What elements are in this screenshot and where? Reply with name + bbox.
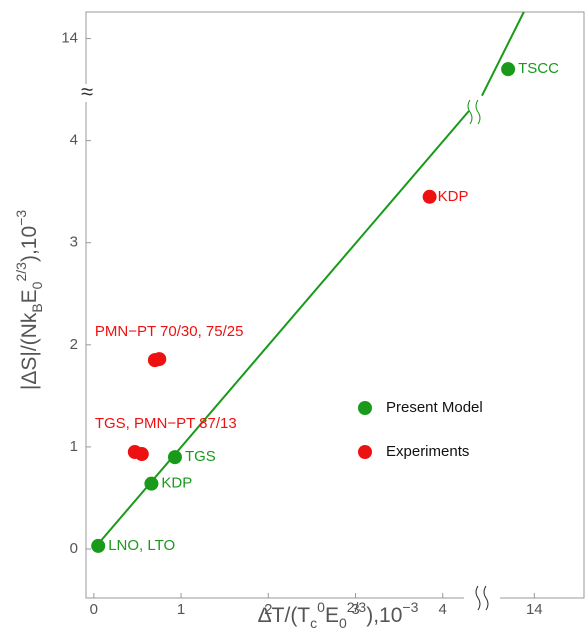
fit-line [93,11,525,550]
legend-marker [358,445,372,459]
x-tick-label: 0 [90,601,98,618]
y-tick-label: 14 [61,30,78,47]
label-part: 2/3 [13,262,29,282]
plot-frame [85,11,585,599]
y-tick-label: 0 [70,540,78,557]
label-part: 0 [29,281,45,289]
label-part: E [325,604,339,627]
label-part: |ΔS|/(Nk [18,312,41,390]
legend-label: Present Model [386,399,483,416]
x-tick-label: 1 [177,601,185,618]
marks: 0 1 2 3 4 14 0 1 2 3 4 14 LNO, LTO KDP TGS TSCC Present … [61,11,559,618]
point [422,189,437,204]
point-label: KDP [438,188,469,205]
x-break-mask [464,588,500,608]
legend-marker [358,401,372,415]
label-part: E [18,289,41,303]
point-label: TGS [185,448,216,465]
point [134,447,149,462]
x-tick-label: 14 [526,601,543,618]
label-part: −3 [13,210,29,226]
y-tick-label: 3 [70,234,78,251]
point-label: KDP [161,475,192,492]
y-break-mask [78,84,96,102]
point-label: TSCC [518,60,559,77]
label-part: 0 [339,615,347,631]
label-part: ),10 [366,604,402,627]
point [501,62,516,77]
legend-label: Experiments [386,443,469,460]
point-label: PMN−PT 70/30, 75/25 [95,323,244,340]
label-part: ΔT/(T [258,604,311,627]
line-break-symbol [467,99,481,125]
y-break-symbol: ≈ [81,79,93,104]
label-part: 0 [317,599,325,615]
point [91,538,106,553]
point [167,450,182,465]
label-part: ),10 [18,226,41,262]
x-tick-label: 4 [439,601,447,618]
point [152,352,167,367]
point-label: TGS, PMN−PT 87/13 [95,415,237,432]
label-part: −3 [402,599,418,615]
y-tick-label: 2 [70,336,78,353]
y-tick-label: 4 [70,132,78,149]
label-part: 2/3 [347,599,367,615]
x-tick-label: 3 [351,601,359,618]
y-axis-label: |ΔS|/(NkBE02/3),10−3 [13,210,45,390]
x-break-symbol [475,585,489,611]
point-label: LNO, LTO [108,537,175,554]
axis-breaks: ≈ [78,79,500,611]
label-part: B [29,303,45,312]
x-axis-label: ΔT/(Tc0E02/3),10−3 [258,599,419,631]
x-tick-label: 2 [264,601,272,618]
y-tick-label: 1 [70,438,78,455]
point [144,476,159,491]
label-part: c [310,615,317,631]
